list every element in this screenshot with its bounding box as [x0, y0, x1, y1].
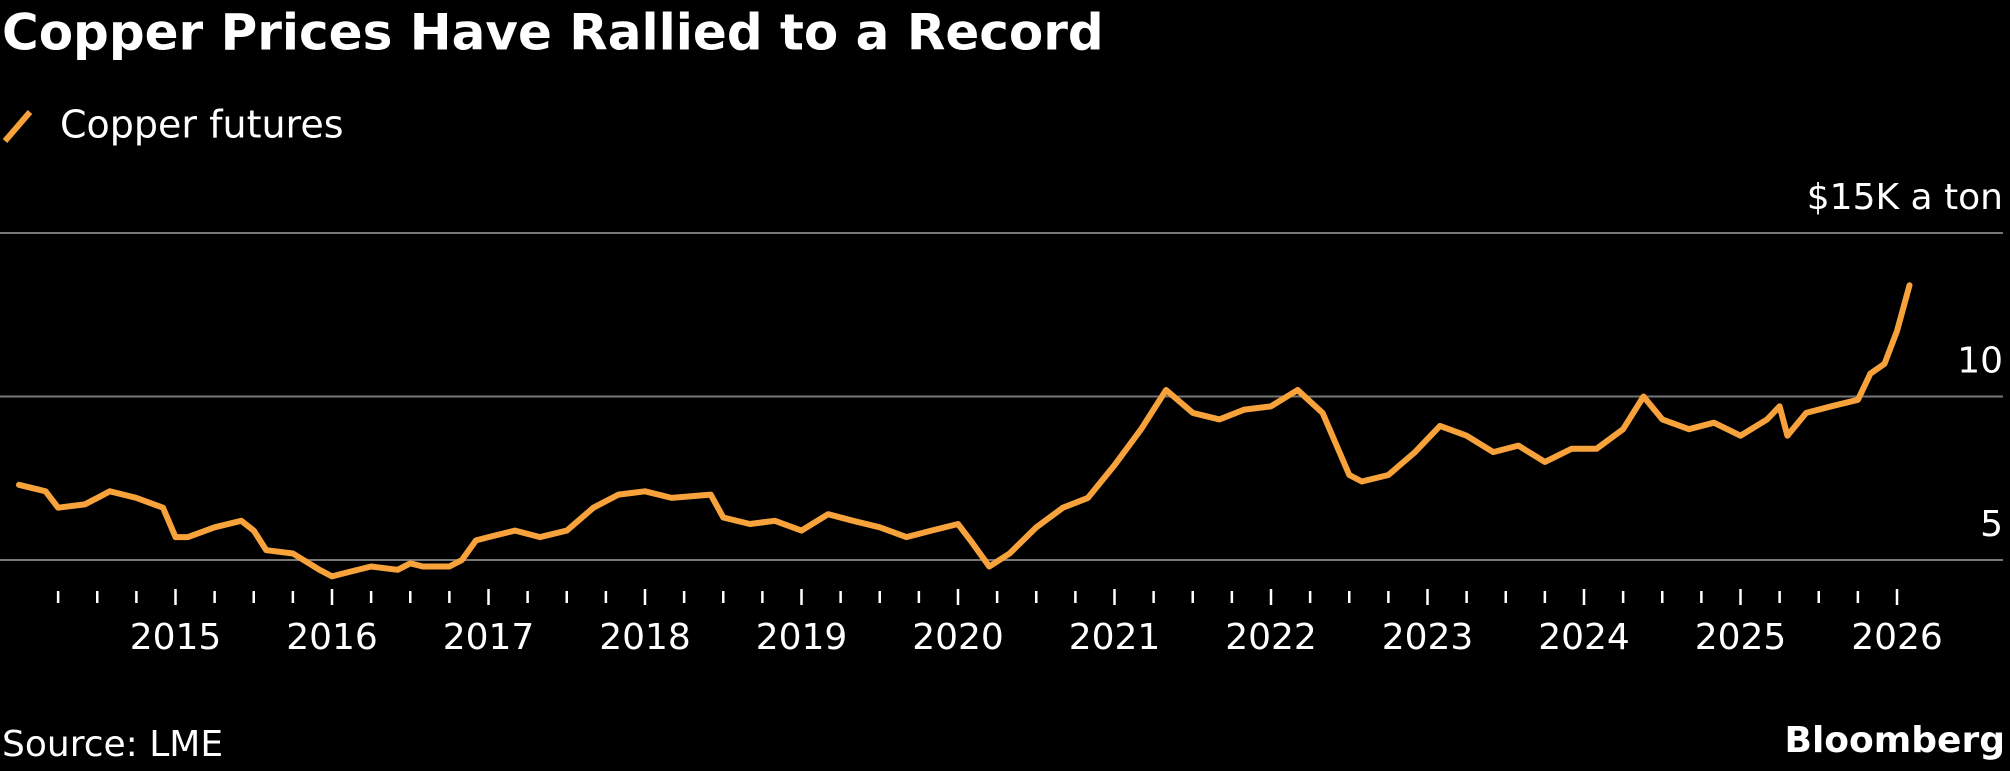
x-tick-label: 2018	[599, 617, 691, 658]
source: Source: LME	[2, 724, 223, 765]
x-tick-label: 2024	[1538, 617, 1630, 658]
x-tick-label: 2016	[286, 617, 378, 658]
legend-label: Copper futures	[60, 103, 344, 147]
x-tick-label: 2022	[1225, 617, 1317, 658]
y-tick-label: $15K a ton	[1807, 177, 2003, 218]
x-tick-label: 2025	[1695, 617, 1787, 658]
x-tick-label: 2019	[756, 617, 848, 658]
x-tick-label: 2023	[1382, 617, 1474, 658]
y-tick-label: 5	[1980, 504, 2003, 545]
x-tick-label: 2015	[130, 617, 222, 658]
chart-title: Copper Prices Have Rallied to a Record	[2, 4, 1104, 62]
y-tick-label: 10	[1957, 341, 2003, 382]
price-line	[16, 282, 1913, 580]
x-tick-label: 2017	[443, 617, 535, 658]
x-tick-label: 2021	[1069, 617, 1161, 658]
x-tick-label: 2020	[912, 617, 1004, 658]
brand: Bloomberg	[1785, 720, 2005, 761]
x-tick-label: 2026	[1851, 617, 1943, 658]
legend-swatch	[2, 110, 33, 143]
